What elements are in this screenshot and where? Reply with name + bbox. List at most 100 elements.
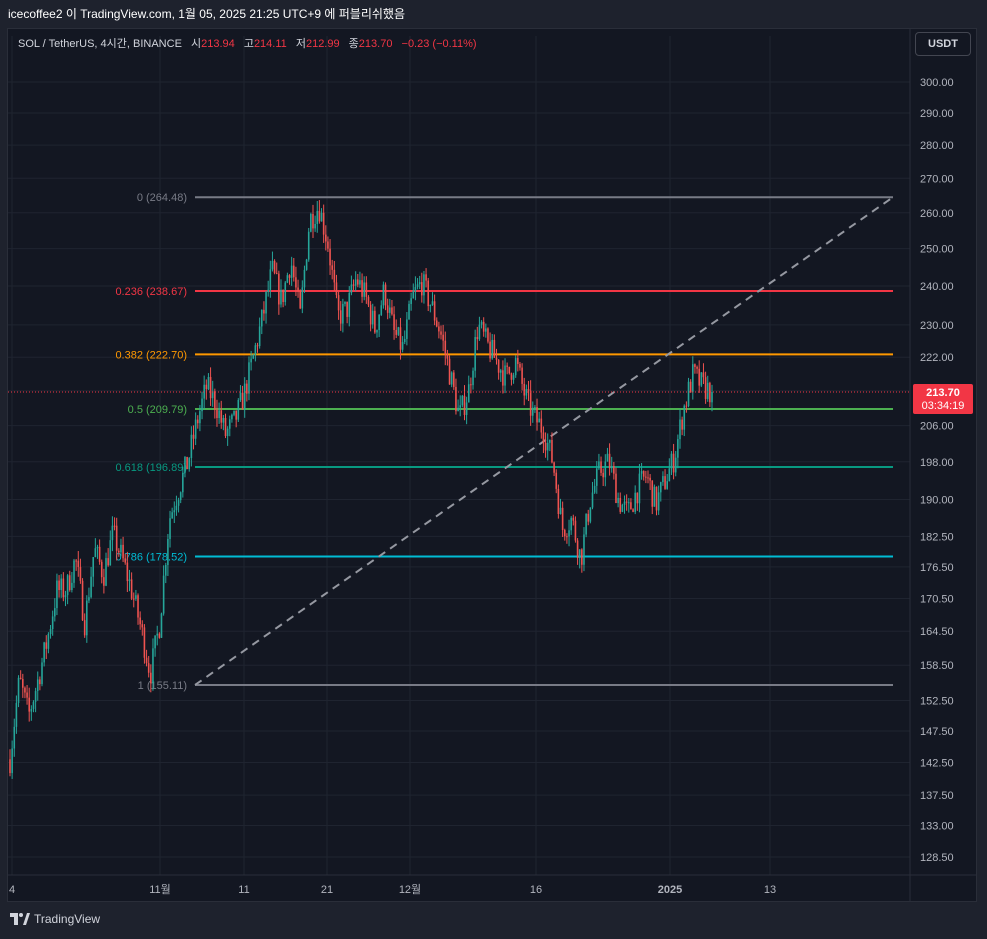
candle-body: [433, 301, 436, 321]
close-value: 213.70: [358, 38, 393, 50]
candle-body: [657, 492, 660, 511]
candle-body: [295, 277, 297, 288]
y-axis-tick-label: 182.50: [920, 531, 954, 543]
candle-body: [418, 282, 421, 285]
candle-body: [604, 461, 607, 478]
candle-body: [694, 364, 696, 367]
candle-body: [638, 473, 641, 504]
candle-body: [145, 657, 148, 664]
candle-body: [491, 339, 494, 359]
candle-body: [435, 320, 438, 327]
candle-body: [312, 214, 314, 229]
candle-body: [188, 458, 191, 470]
candle-body: [190, 434, 193, 459]
candle-body: [499, 370, 502, 373]
candle-body: [175, 505, 178, 511]
candle-body: [574, 520, 577, 541]
candle-body: [459, 405, 462, 408]
candle-body: [659, 482, 662, 493]
candle-body: [519, 363, 521, 368]
candle-body: [544, 442, 547, 451]
candle-body: [489, 341, 491, 359]
candle-body: [376, 330, 378, 333]
candle-body: [167, 538, 169, 566]
candle-body: [239, 392, 242, 401]
candle-body: [147, 663, 150, 673]
candle-body: [103, 577, 105, 586]
candle-body: [216, 409, 218, 419]
candle-body: [570, 517, 572, 531]
candle-body: [263, 309, 265, 314]
candle-body: [448, 358, 451, 385]
candle-body: [540, 418, 543, 433]
candle-body: [374, 310, 376, 333]
candle-body: [702, 372, 705, 378]
x-axis-tick-label: 16: [530, 884, 542, 896]
y-axis-tick-label: 164.50: [920, 626, 954, 638]
candle-body: [169, 518, 171, 539]
candle-body: [619, 497, 622, 512]
candle-body: [531, 407, 534, 416]
symbol-title[interactable]: SOL / TetherUS, 4시간, BINANCE: [18, 38, 182, 50]
chart-panel[interactable]: [7, 28, 977, 902]
candle-body: [333, 269, 336, 283]
candle-body: [26, 692, 28, 698]
candle-body: [100, 561, 103, 578]
candle-body: [124, 558, 127, 563]
currency-button[interactable]: USDT: [915, 32, 971, 56]
y-axis-tick-label: 260.00: [920, 208, 954, 220]
candle-body: [297, 287, 299, 292]
candle-body: [179, 492, 182, 501]
candle-body: [327, 241, 329, 249]
candle-body: [254, 345, 257, 356]
candle-body: [143, 627, 146, 658]
candle-body: [559, 507, 562, 515]
y-axis-tick-label: 300.00: [920, 77, 954, 89]
candle-body: [214, 391, 216, 410]
y-axis-tick-label: 158.50: [920, 660, 954, 672]
candle-body: [538, 418, 540, 423]
candle-body: [495, 357, 498, 360]
candle-body: [43, 642, 45, 663]
y-axis-tick-label: 280.00: [920, 140, 954, 152]
candle-body: [348, 292, 351, 317]
candle-body: [90, 576, 92, 598]
candle-body: [523, 383, 526, 396]
candle-body: [258, 326, 261, 346]
y-axis-tick-label: 198.00: [920, 457, 954, 469]
candle-body: [220, 410, 223, 423]
candle-body: [28, 697, 31, 712]
candle-body: [273, 260, 276, 273]
candle-body: [322, 212, 325, 235]
candle-body: [406, 319, 408, 339]
candle-body: [41, 662, 43, 685]
x-axis-tick-label: 13: [764, 884, 776, 896]
candle-body: [292, 265, 295, 278]
candle-body: [414, 287, 417, 291]
candle-body: [557, 488, 560, 515]
candle-body: [307, 231, 310, 260]
x-axis-tick-label: 12월: [399, 883, 421, 896]
candle-body: [162, 575, 165, 614]
candle-body: [60, 578, 63, 591]
candle-body: [438, 326, 440, 332]
candle-body: [81, 580, 84, 621]
candle-body: [128, 579, 131, 582]
fib-level-label: 0.618 (196.89): [115, 462, 187, 474]
candle-body: [429, 304, 432, 307]
candle-body: [203, 384, 205, 399]
candle-body: [192, 434, 195, 439]
candle-body: [111, 525, 114, 541]
candle-body: [687, 381, 690, 406]
candle-body: [423, 274, 425, 296]
candle-body: [623, 501, 626, 505]
candle-body: [442, 334, 444, 341]
candle-body: [482, 321, 485, 332]
candle-body: [96, 546, 99, 549]
candle-body: [636, 492, 639, 504]
y-axis-tick-label: 133.00: [920, 821, 954, 833]
open-label: 시: [190, 38, 202, 50]
candle-body: [331, 265, 333, 270]
y-axis-tick-label: 240.00: [920, 281, 954, 293]
